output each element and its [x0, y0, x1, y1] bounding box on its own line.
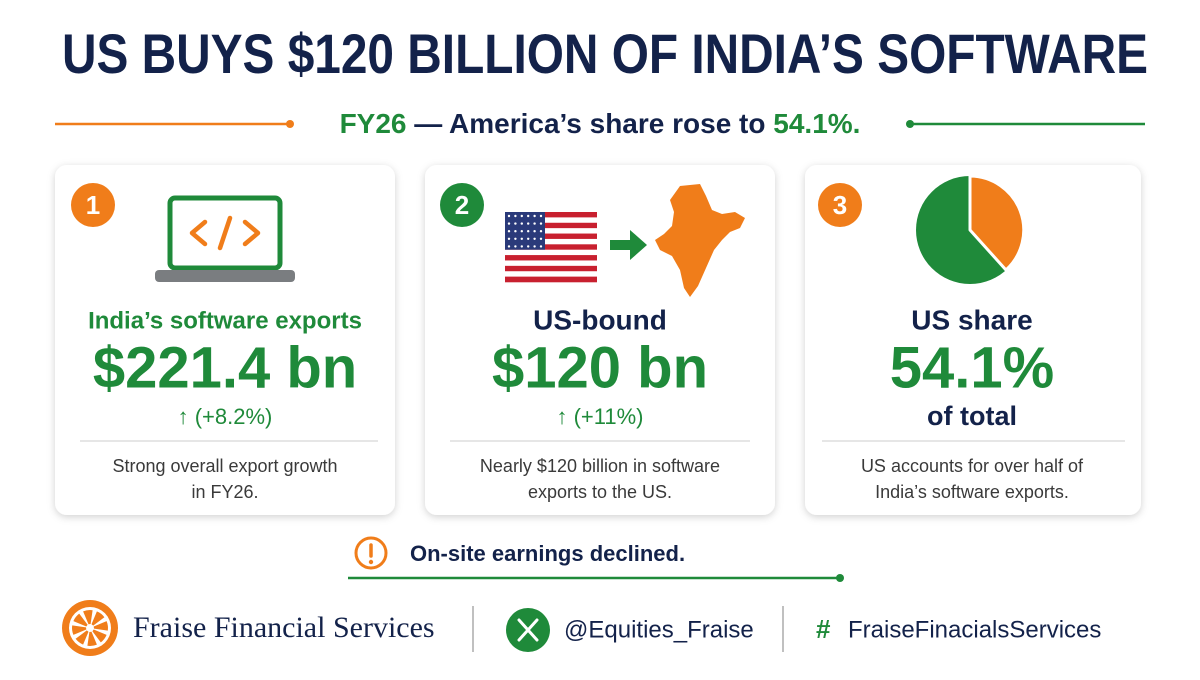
logo-segment: [75, 630, 89, 645]
alert-text: On-site earnings declined.: [410, 541, 685, 566]
flag-star: [533, 214, 536, 218]
flag-star: [527, 245, 530, 248]
flag-star: [539, 214, 543, 218]
flag-star: [507, 230, 511, 233]
flag-star: [514, 222, 517, 225]
card-number-badge: [71, 183, 115, 227]
flag-star: [520, 222, 523, 225]
flag-stripe: [505, 233, 597, 240]
flag-stripe: [505, 271, 597, 277]
title: US BUYS $120 BILLION OF INDIA’S SOFTWARE: [62, 22, 1148, 85]
flag-star: [533, 230, 536, 233]
flag-star: [514, 230, 517, 233]
flag-star: [514, 245, 517, 248]
flag-star: [527, 222, 530, 225]
logo-segment: [92, 629, 107, 643]
dot: [286, 120, 294, 128]
flag-stripe: [505, 255, 597, 261]
logo-segment: [87, 631, 97, 646]
card-value: 54.1%: [890, 335, 1054, 400]
subtitle-lead: FY26: [340, 108, 407, 139]
flag-star: [507, 214, 511, 218]
logo-segment: [83, 610, 93, 625]
subtitle-middle: — America’s share rose to: [414, 108, 765, 139]
flag-stripe: [505, 238, 597, 245]
flag-star: [507, 237, 511, 240]
card-value: $221.4 bn: [93, 335, 357, 400]
logo-segment: [73, 613, 88, 627]
hashtag: FraiseFinacialsServices: [848, 616, 1101, 643]
flag-star: [533, 237, 536, 240]
card-heading: US-bound: [533, 304, 667, 335]
logo-segments: [72, 610, 108, 646]
code-icon: [189, 215, 261, 251]
card: [55, 165, 395, 515]
pie-slice: [968, 174, 1026, 272]
flag-star: [507, 222, 511, 225]
hash: #: [816, 614, 831, 644]
dot: [906, 120, 914, 128]
dot: [836, 574, 844, 582]
card-heading: India’s software exports: [88, 307, 362, 334]
flag-stripe: [505, 244, 597, 250]
card-note: in FY26.: [191, 482, 258, 502]
flag-stripe: [505, 260, 597, 267]
flag-star: [520, 245, 523, 248]
flag-stripe: [505, 276, 597, 283]
arrow: [610, 230, 647, 260]
card-note: Nearly $120 billion in software: [480, 456, 720, 476]
flag-stripe: [505, 265, 597, 272]
card-value: $120 bn: [492, 335, 708, 400]
logo-segment: [93, 621, 108, 631]
flag-star: [539, 245, 543, 248]
card-note: US accounts for over half of: [861, 456, 1084, 476]
flag-star: [539, 237, 543, 240]
card-note: India’s software exports.: [875, 482, 1069, 502]
flag-star: [520, 237, 523, 240]
card-change: of total: [927, 401, 1017, 431]
card-number: 1: [86, 190, 100, 220]
laptop-base: [155, 270, 295, 282]
flag-star: [514, 237, 517, 240]
us-flag: [505, 212, 597, 283]
india-map: [655, 184, 745, 297]
card-heading: US share: [911, 304, 1032, 335]
flag-stripe: [505, 212, 597, 218]
logo-segment: [72, 625, 87, 635]
flag-star: [539, 230, 543, 233]
subtitle-end: 54.1%.: [773, 108, 860, 139]
flag-star: [520, 230, 523, 233]
card-change: ↑ (+8.2%): [178, 404, 273, 429]
flag-stripe: [505, 228, 597, 234]
card: [805, 165, 1141, 515]
flag-star: [507, 245, 511, 248]
flag-star: [539, 222, 543, 225]
flag-stripe: [505, 217, 597, 224]
card-note: Strong overall export growth: [112, 456, 337, 476]
flag-star: [514, 214, 517, 218]
flag-stripe: [505, 222, 597, 229]
flag-star: [533, 222, 536, 225]
flag-canton: [505, 212, 545, 250]
card-number: 3: [833, 190, 847, 220]
brand: Fraise Financial Services: [133, 611, 435, 644]
flag-star: [527, 230, 530, 233]
flag-star: [520, 214, 523, 218]
flag-stripe: [505, 249, 597, 256]
card-change: ↑ (+11%): [556, 404, 643, 429]
logo-segment: [91, 611, 105, 626]
card-number-badge: [818, 183, 862, 227]
handle: @Equities_Fraise: [564, 616, 754, 643]
subtitle: FY26 — America’s share rose to 54.1%.: [340, 108, 861, 139]
x-logo-mark: [517, 618, 539, 642]
card-number-badge: [440, 183, 484, 227]
card-note: exports to the US.: [528, 482, 672, 502]
alert-icon-dot: [368, 559, 374, 565]
card-number: 2: [455, 190, 469, 220]
flag-star: [527, 214, 530, 218]
flag-star: [527, 237, 530, 240]
flag-star: [533, 245, 536, 248]
